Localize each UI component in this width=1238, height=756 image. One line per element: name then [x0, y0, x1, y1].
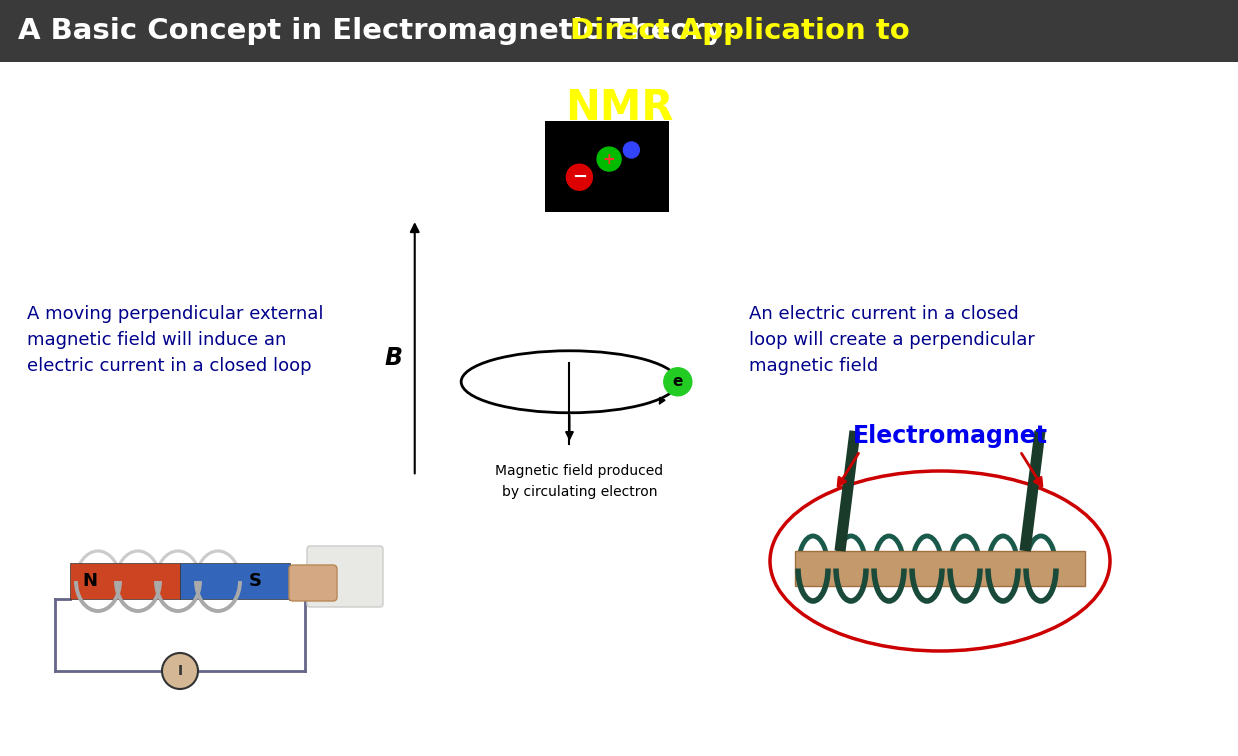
Text: B: B — [385, 345, 402, 370]
Text: An electric current in a closed: An electric current in a closed — [749, 305, 1019, 324]
Text: N: N — [83, 572, 98, 590]
Bar — [795, 551, 1084, 586]
FancyBboxPatch shape — [307, 546, 383, 607]
Bar — [180, 563, 290, 599]
Text: I: I — [177, 664, 182, 678]
FancyBboxPatch shape — [288, 565, 337, 601]
Text: Magnetic field produced
by circulating electron: Magnetic field produced by circulating e… — [495, 464, 664, 499]
Text: Electromagnet: Electromagnet — [853, 424, 1047, 448]
Circle shape — [597, 147, 621, 171]
Text: −: − — [572, 168, 587, 186]
Text: A moving perpendicular external: A moving perpendicular external — [27, 305, 323, 324]
Bar — [71, 563, 180, 599]
Circle shape — [664, 367, 692, 396]
Circle shape — [624, 142, 639, 158]
Bar — [0, 0, 1238, 62]
Text: e: e — [672, 374, 683, 389]
Bar — [545, 121, 669, 212]
Circle shape — [162, 653, 198, 689]
Text: +: + — [603, 151, 615, 166]
Text: Direct Application to: Direct Application to — [569, 17, 910, 45]
Circle shape — [566, 164, 593, 191]
Text: A Basic Concept in Electromagnetic Theory-: A Basic Concept in Electromagnetic Theor… — [19, 17, 756, 45]
Text: NMR: NMR — [565, 87, 673, 129]
Text: magnetic field: magnetic field — [749, 357, 878, 375]
Text: magnetic field will induce an: magnetic field will induce an — [27, 331, 287, 349]
Text: S: S — [249, 572, 261, 590]
Text: loop will create a perpendicular: loop will create a perpendicular — [749, 331, 1035, 349]
Text: electric current in a closed loop: electric current in a closed loop — [27, 357, 312, 375]
